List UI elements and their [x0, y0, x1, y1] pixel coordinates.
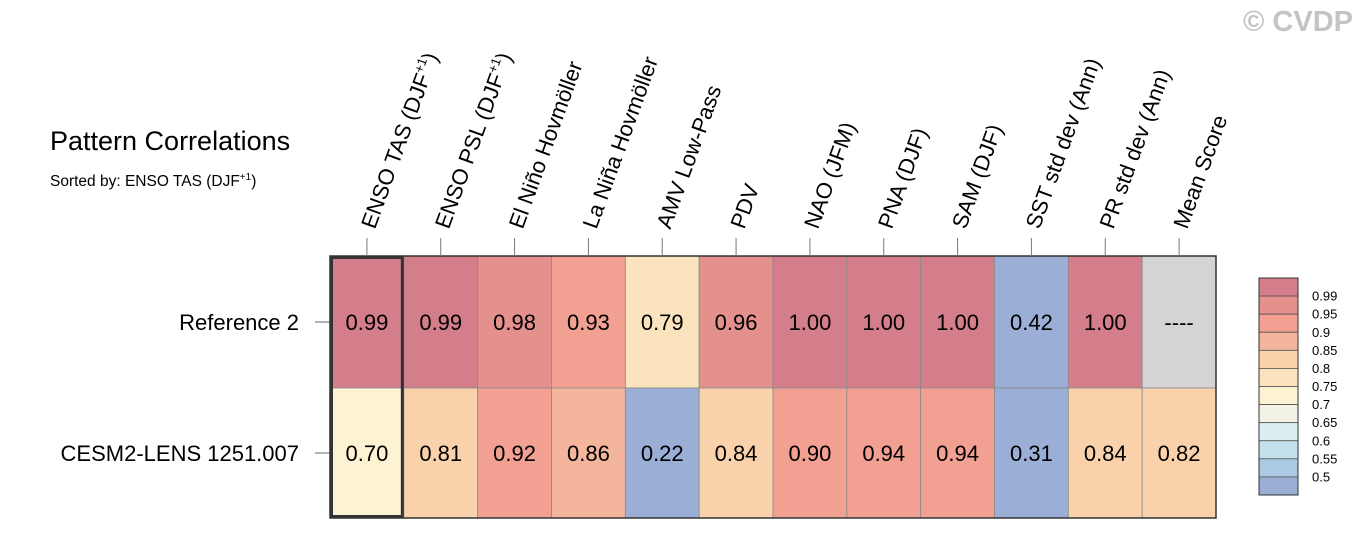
colorbar-label: 0.99: [1312, 289, 1337, 304]
colorbar-swatch: [1258, 386, 1299, 405]
colorbar-swatch: [1258, 277, 1299, 297]
heatmap-cell: [772, 387, 848, 519]
heatmap-cell: [329, 387, 405, 519]
heatmap-cell: [624, 255, 700, 389]
column-header: La Niña Hovmöller: [578, 53, 663, 232]
chart-title: Pattern Correlations: [50, 126, 291, 156]
colorbar-swatch: [1258, 440, 1299, 460]
row-label: Reference 2: [179, 310, 299, 335]
colorbar-frame: [1258, 277, 1299, 496]
column-header: NAO (JFM): [799, 119, 861, 232]
cell-value-label: 0.99: [346, 310, 389, 335]
heatmap-frame: [329, 255, 1217, 519]
cell-value-label: 0.84: [1084, 441, 1127, 466]
colorbar-label: 0.7: [1312, 397, 1330, 412]
colorbar-swatch: [1258, 458, 1299, 478]
cell-value-label: 0.94: [862, 441, 905, 466]
heatmap-cell: [1067, 255, 1143, 389]
colorbar-label: 0.95: [1312, 307, 1337, 322]
cell-value-label: ----: [1164, 310, 1193, 335]
cell-value-label: 1.00: [1084, 310, 1127, 335]
cell-value-label: 0.86: [567, 441, 610, 466]
cell-value-label: 1.00: [936, 310, 979, 335]
colorbar-label: 0.6: [1312, 433, 1330, 448]
heatmap-cell: [846, 387, 922, 519]
cell-value-label: 0.42: [1010, 310, 1053, 335]
heatmap-cell: [698, 387, 774, 519]
cell-value-label: 0.94: [936, 441, 979, 466]
colorbar-label: 0.75: [1312, 379, 1337, 394]
sorted-column-highlight: [330, 256, 404, 518]
cell-value-label: 0.84: [715, 441, 758, 466]
colorbar-label: 0.65: [1312, 415, 1337, 430]
cell-value-label: 0.82: [1158, 441, 1201, 466]
cell-value-label: 0.98: [493, 310, 536, 335]
heatmap-cell: [477, 387, 552, 519]
column-header: SST std dev (Ann): [1021, 55, 1106, 232]
colorbar-label: 0.8: [1312, 361, 1330, 376]
column-header: PDV: [725, 180, 764, 231]
heatmap-cell: [1141, 387, 1217, 519]
heatmap-cell: [551, 255, 626, 389]
heatmap-cell: [698, 255, 774, 389]
colorbar-swatch: [1258, 404, 1299, 424]
heatmap-cell: [624, 387, 700, 519]
column-header: AMV Low-Pass: [651, 82, 726, 232]
heatmap-cell: [551, 387, 626, 519]
colorbar-label: 0.85: [1312, 343, 1337, 358]
cell-value-label: 0.81: [419, 441, 462, 466]
cell-value-label: 0.79: [641, 310, 684, 335]
cell-value-label: 0.99: [419, 310, 462, 335]
heatmap-cell: [477, 255, 552, 389]
colorbar-swatch: [1258, 368, 1299, 387]
heatmap-cell: [994, 387, 1069, 519]
colorbar-label: 0.55: [1312, 451, 1337, 466]
column-header: PNA (DJF): [873, 124, 932, 231]
cell-value-label: 0.22: [641, 441, 684, 466]
colorbar-swatch: [1258, 331, 1299, 351]
colorbar-swatch: [1258, 349, 1299, 369]
cell-value-label: 0.93: [567, 310, 610, 335]
column-header: ENSO PSL (DJF+1): [429, 49, 517, 232]
cell-value-label: 0.70: [346, 441, 389, 466]
cell-value-label: 0.92: [493, 441, 536, 466]
column-header: SAM (DJF): [947, 121, 1008, 232]
heatmap-cell: [994, 255, 1069, 389]
heatmap-cell: [403, 255, 479, 389]
column-header: El Niño Hovmöller: [504, 58, 588, 232]
heatmap-cell: [846, 255, 922, 389]
cell-value-label: 0.90: [789, 441, 832, 466]
cell-value-label: 1.00: [789, 310, 832, 335]
colorbar-swatch: [1258, 422, 1299, 442]
colorbar-swatch: [1258, 295, 1299, 315]
heatmap-cell: [403, 387, 479, 519]
colorbar-swatch: [1258, 476, 1299, 496]
cell-value-label: 0.96: [715, 310, 758, 335]
column-header: Mean Score: [1168, 112, 1232, 232]
cell-value-label: 1.00: [862, 310, 905, 335]
column-header: ENSO TAS (DJF+1): [355, 49, 443, 232]
cell-value-label: 0.31: [1010, 441, 1053, 466]
chart-subtitle: Sorted by: ENSO TAS (DJF+1): [50, 172, 257, 191]
colorbar-label: 0.5: [1312, 469, 1330, 484]
watermark: © CVDP: [1243, 6, 1353, 38]
heatmap-cell: [920, 387, 995, 519]
heatmap-cell: [1067, 387, 1143, 519]
colorbar-swatch: [1258, 313, 1299, 333]
column-header: PR std dev (Ann): [1094, 66, 1175, 232]
colorbar-label: 0.9: [1312, 325, 1330, 340]
row-label: CESM2-LENS 1251.007: [61, 441, 299, 466]
